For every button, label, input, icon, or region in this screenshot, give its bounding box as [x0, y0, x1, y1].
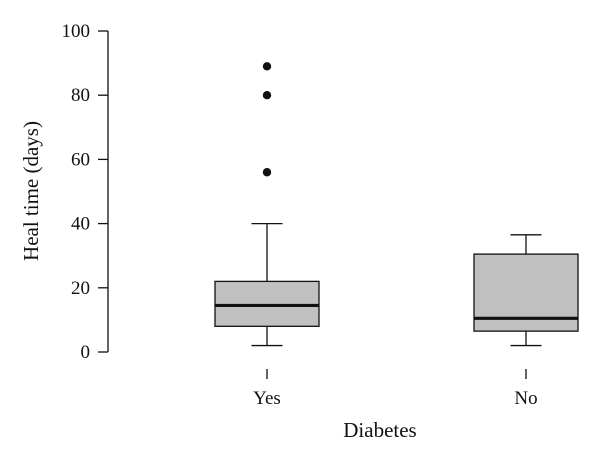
y-tick-label: 100	[62, 21, 91, 42]
outlier-point	[262, 168, 272, 177]
x-tick-label: Yes	[253, 388, 281, 409]
x-axis: Yes No	[253, 369, 538, 409]
y-tick-label: 20	[71, 278, 90, 299]
y-tick-label: 80	[71, 85, 90, 106]
iqr-box	[214, 280, 320, 327]
box-yes	[214, 62, 320, 347]
y-tick-label: 0	[81, 342, 91, 363]
outlier-point	[262, 91, 272, 100]
x-axis-label: Diabetes	[343, 418, 416, 442]
box-no	[473, 234, 579, 347]
x-tick-label: No	[514, 388, 537, 409]
boxes	[214, 62, 579, 347]
outlier-point	[262, 62, 272, 71]
y-tick-label: 40	[71, 214, 90, 235]
y-axis-label: Heal time (days)	[19, 121, 43, 261]
y-tick-label: 60	[71, 149, 90, 170]
y-axis: 0 20 40 60 80 100	[62, 21, 109, 363]
